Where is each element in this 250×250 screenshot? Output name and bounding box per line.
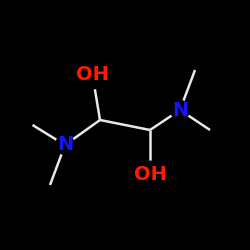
Text: N: N	[57, 136, 73, 154]
Circle shape	[56, 136, 74, 154]
Text: N: N	[172, 100, 188, 119]
Text: OH: OH	[134, 166, 166, 184]
Circle shape	[170, 100, 190, 119]
Circle shape	[79, 61, 106, 89]
Circle shape	[136, 161, 164, 189]
Text: OH: OH	[76, 66, 109, 84]
